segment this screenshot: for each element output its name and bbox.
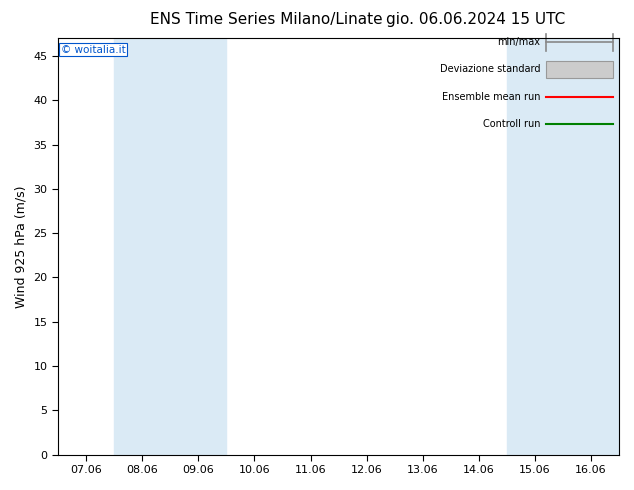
Point (138, 443, 145, 449)
Bar (563, 38, 619, 455)
Text: gio. 06.06.2024 15 UTC: gio. 06.06.2024 15 UTC (386, 12, 565, 27)
Bar (507, 38, 563, 455)
Y-axis label: Wind 925 hPa (m/s): Wind 925 hPa (m/s) (15, 185, 28, 308)
Point (131, 443, 139, 449)
Text: min/max: min/max (498, 37, 540, 48)
Text: Controll run: Controll run (483, 119, 540, 128)
Text: © woitalia.it: © woitalia.it (61, 45, 126, 54)
FancyBboxPatch shape (546, 61, 613, 78)
Text: ENS Time Series Milano/Linate: ENS Time Series Milano/Linate (150, 12, 382, 27)
Bar (171, 38, 226, 455)
Point (138, 444, 145, 450)
Text: Ensemble mean run: Ensemble mean run (442, 92, 540, 101)
Point (138, 443, 145, 449)
Point (138, 442, 145, 448)
Point (131, 443, 139, 449)
Point (131, 442, 139, 448)
Point (131, 444, 139, 450)
Point (131, 444, 139, 450)
Text: Deviazione standard: Deviazione standard (440, 65, 540, 74)
Point (138, 444, 145, 450)
Bar (114, 38, 171, 455)
